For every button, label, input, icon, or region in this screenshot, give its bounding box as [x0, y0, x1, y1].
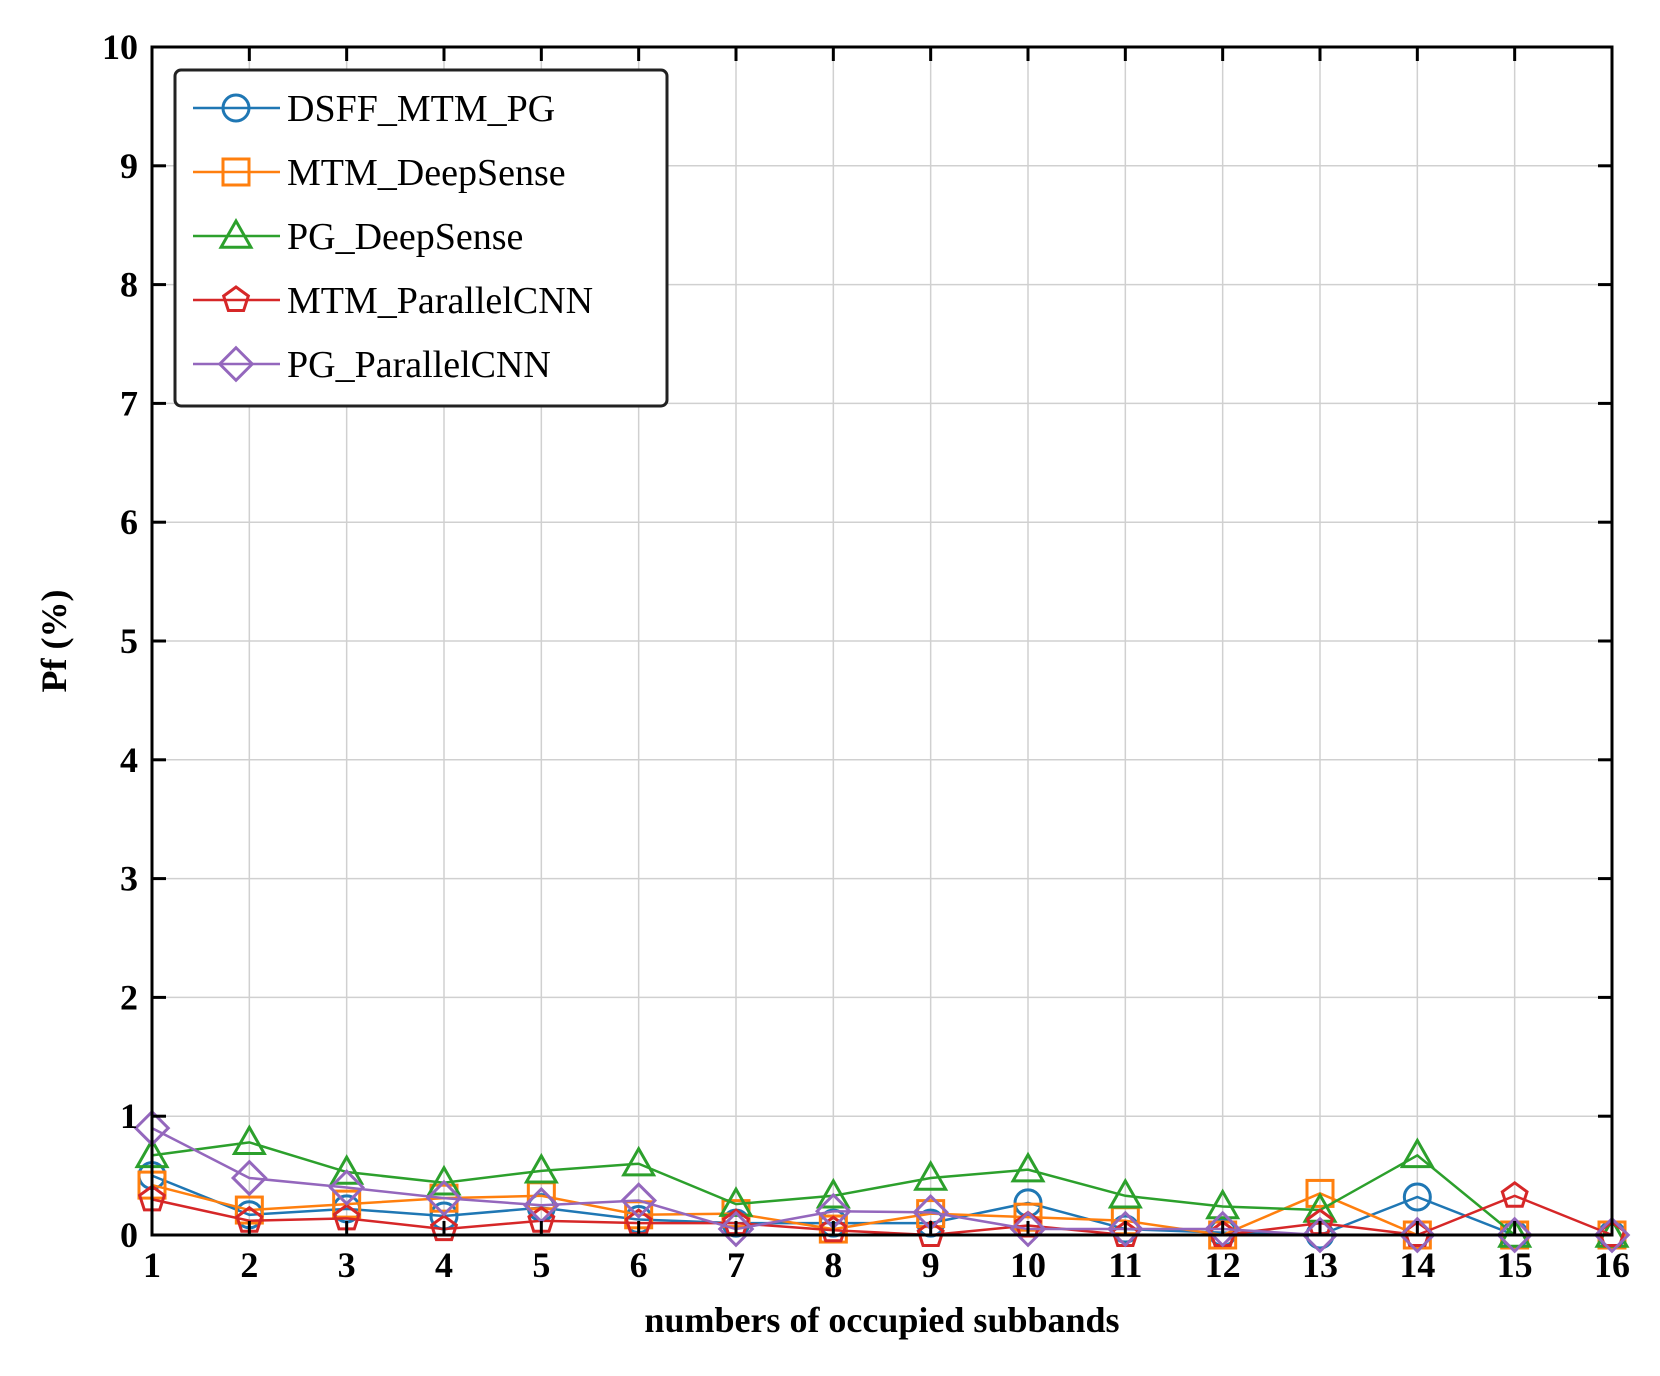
- y-tick-label: 3: [120, 859, 138, 899]
- y-tick-label: 4: [120, 740, 138, 780]
- legend-marker-pentagon: [221, 285, 251, 313]
- data-point-diamond: [1398, 1216, 1436, 1254]
- data-point-diamond: [1204, 1210, 1242, 1248]
- x-tick-label: 12: [1205, 1245, 1241, 1285]
- y-tick-labels: 0 1 2 3 4 5 6 7 8 9 10: [102, 27, 138, 1255]
- data-point-triangle: [426, 1164, 462, 1196]
- legend-marker-diamond: [217, 345, 255, 383]
- y-tick-label: 0: [120, 1215, 138, 1255]
- x-tick-label: 8: [824, 1245, 842, 1285]
- data-point-pentagon: [819, 1215, 848, 1243]
- data-point-pentagon: [429, 1214, 459, 1242]
- data-point-diamond: [1106, 1210, 1144, 1248]
- legend-label: MTM_DeepSense: [287, 152, 566, 194]
- legend-label: DSFF_MTM_PG: [287, 88, 555, 130]
- series-line: [151, 1194, 1613, 1237]
- data-point-triangle: [1399, 1137, 1435, 1169]
- x-tick-labels: 1 2 3 4 5 6 7 8 9 10 11 12 13 14 15 16: [143, 1245, 1630, 1285]
- data-point-pentagon: [1500, 1180, 1529, 1208]
- x-tick-label: 14: [1399, 1245, 1435, 1285]
- data-point-diamond: [1301, 1216, 1339, 1254]
- data-point-pentagon: [916, 1220, 945, 1248]
- legend-marker-square: [221, 157, 251, 187]
- series-PG_DeepSense: [134, 1124, 1630, 1248]
- legend-box: [173, 68, 669, 408]
- x-tick-label: 4: [435, 1245, 453, 1285]
- data-point-triangle: [1497, 1217, 1533, 1248]
- data-point-diamond: [230, 1159, 268, 1197]
- x-tick-label: 10: [1010, 1245, 1046, 1285]
- x-tick-label: 9: [922, 1245, 940, 1285]
- legend-item: PG_DeepSense: [193, 216, 523, 258]
- data-point-triangle: [1205, 1188, 1241, 1220]
- legend-item: MTM_DeepSense: [193, 152, 566, 194]
- y-tick-label: 7: [120, 383, 138, 423]
- x-tick-label: 2: [240, 1245, 258, 1285]
- y-tick-label: 10: [102, 27, 138, 67]
- x-axis-label: numbers of occupied subbands: [644, 1300, 1119, 1340]
- x-tick-label: 6: [630, 1245, 648, 1285]
- legend-item: MTM_ParallelCNN: [193, 280, 593, 322]
- data-point-square: [1305, 1178, 1335, 1208]
- data-point-circle: [1402, 1182, 1432, 1212]
- data-point-diamond: [328, 1169, 366, 1206]
- x-tick-label: 15: [1497, 1245, 1533, 1285]
- y-tick-label: 8: [120, 265, 138, 305]
- data-point-triangle: [1010, 1151, 1046, 1183]
- data-point-diamond: [1593, 1216, 1631, 1254]
- data-point-triangle: [329, 1154, 365, 1185]
- y-tick-label: 9: [120, 146, 138, 186]
- legend-label: PG_DeepSense: [287, 216, 523, 258]
- y-tick-label: 2: [120, 977, 138, 1017]
- x-tick-label: 7: [727, 1245, 745, 1285]
- y-tick-label: 6: [120, 502, 138, 542]
- data-point-diamond: [425, 1179, 463, 1217]
- data-point-diamond: [620, 1182, 658, 1219]
- data-point-triangle: [621, 1145, 657, 1177]
- x-tick-label: 1: [143, 1245, 161, 1285]
- x-tick-label: 11: [1108, 1245, 1142, 1285]
- x-tick-label: 16: [1594, 1245, 1630, 1285]
- y-axis-label: Pf (%): [34, 590, 74, 693]
- data-point-diamond: [1009, 1210, 1047, 1248]
- data-point-diamond: [717, 1210, 755, 1248]
- data-point-square: [332, 1189, 362, 1219]
- y-tick-label: 5: [120, 621, 138, 661]
- x-tick-label: 13: [1302, 1245, 1338, 1285]
- data-point-triangle: [913, 1160, 949, 1191]
- data-point-triangle: [523, 1152, 559, 1184]
- data-point-triangle: [815, 1177, 851, 1209]
- data-point-triangle: [1107, 1177, 1143, 1209]
- legend: DSFF_MTM_PG MTM_DeepSense PG_DeepSense MTM_…: [173, 68, 669, 408]
- series-line: [151, 1141, 1612, 1237]
- legend-label: PG_ParallelCNN: [287, 344, 551, 386]
- legend-item: PG_ParallelCNN: [193, 344, 551, 386]
- legend-marker-circle: [221, 93, 251, 123]
- series-line: [151, 1174, 1612, 1237]
- x-tick-label: 5: [532, 1245, 550, 1285]
- series-line: [151, 1183, 1612, 1237]
- data-point-triangle: [718, 1186, 754, 1217]
- y-tick-label: 1: [120, 1096, 138, 1136]
- axis-ticks: [150, 45, 1614, 1237]
- legend-item: DSFF_MTM_PG: [193, 88, 555, 130]
- x-tick-label: 3: [338, 1245, 356, 1285]
- legend-marker-triangle: [218, 218, 254, 249]
- legend-label: MTM_ParallelCNN: [287, 280, 593, 322]
- data-point-diamond: [1496, 1216, 1534, 1254]
- data-point-triangle: [231, 1124, 267, 1156]
